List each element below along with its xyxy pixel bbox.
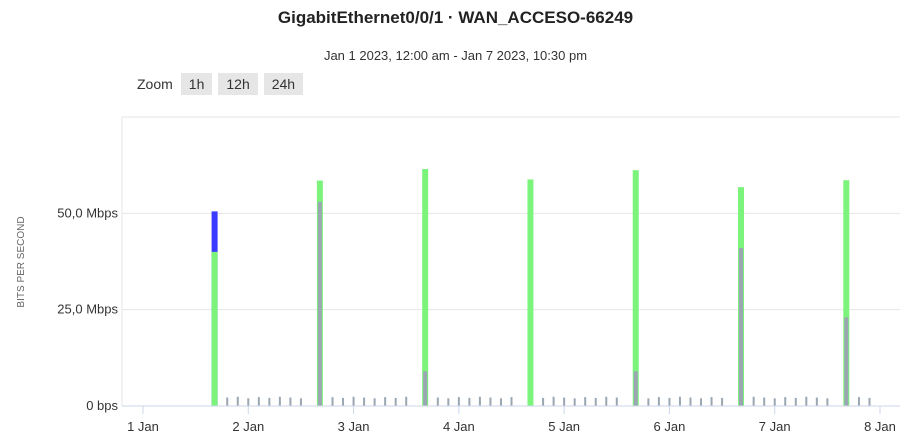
bar (394, 397, 397, 406)
grid-lines (121, 116, 900, 406)
bar (615, 397, 618, 406)
x-tick-label: 7 Jan (759, 419, 791, 434)
bar (563, 397, 566, 406)
y-tick-label: 25,0 Mbps (57, 302, 118, 317)
x-tick-label: 8 Jan (864, 419, 896, 434)
bar (844, 317, 849, 406)
bars (211, 169, 871, 406)
chart-subtitle: Jan 1 2023, 12:00 am - Jan 7 2023, 10:30… (323, 48, 588, 63)
y-tick-label: 50,0 Mbps (57, 205, 118, 220)
y-axis: 0 bps 25,0 Mbps 50,0 Mbps (57, 205, 118, 413)
bar (805, 396, 808, 406)
bar (710, 397, 713, 406)
zoom-12h-button[interactable]: 12h (218, 73, 258, 95)
bar (373, 398, 376, 406)
bar (657, 397, 660, 406)
bar (647, 398, 650, 406)
bar (384, 397, 387, 406)
bar (552, 396, 555, 406)
bar (405, 396, 408, 406)
x-tick-label: 1 Jan (127, 419, 159, 434)
x-tick-label: 5 Jan (548, 419, 580, 434)
bar (784, 397, 787, 406)
bar (489, 397, 492, 406)
bar (226, 397, 229, 406)
bar (317, 201, 322, 406)
bar (542, 397, 545, 406)
x-axis: 1 Jan 2 Jan 3 Jan 4 Jan 5 Jan 6 Jan 7 Jan 8 Jan (122, 405, 900, 434)
bar (352, 396, 355, 406)
bar (594, 397, 597, 406)
bar (278, 396, 281, 406)
bar (794, 397, 797, 406)
bar (331, 397, 334, 406)
y-axis-label: BITS PER SECOND (16, 216, 27, 307)
bar (739, 248, 744, 406)
bar (752, 396, 755, 406)
x-tick-label: 4 Jan (443, 419, 475, 434)
bar (527, 179, 534, 406)
x-tick-label: 2 Jan (232, 419, 264, 434)
bar (363, 397, 366, 406)
bar (268, 397, 271, 406)
bar (605, 396, 608, 406)
zoom-bar: Zoom 1h 12h 24h (137, 73, 309, 95)
bar (689, 397, 692, 406)
bar (633, 371, 638, 406)
bar (721, 397, 724, 406)
bar (342, 397, 345, 406)
bar (857, 397, 860, 406)
bar (257, 397, 260, 406)
bar (510, 397, 513, 406)
bar (236, 396, 239, 406)
bar (436, 397, 439, 406)
chart-title: GigabitEthernet0/0/1 · WAN_ACCESO-66249 (277, 8, 634, 27)
bar (584, 397, 587, 406)
y-tick-label: 0 bps (86, 398, 118, 413)
bar (868, 397, 871, 406)
bar (826, 398, 829, 406)
bar (447, 398, 450, 406)
bar (678, 396, 681, 406)
x-tick-label: 6 Jan (654, 419, 686, 434)
bar (632, 170, 639, 406)
x-tick-label: 3 Jan (338, 419, 370, 434)
bar (773, 398, 776, 406)
bar (700, 398, 703, 406)
bar (211, 251, 218, 406)
bar (299, 398, 302, 406)
bar (478, 396, 481, 406)
bar (423, 371, 428, 406)
bar (289, 397, 292, 406)
bar (573, 398, 576, 406)
bar (499, 398, 502, 406)
bar (468, 397, 471, 406)
bar (668, 397, 671, 406)
bar (815, 397, 818, 406)
zoom-1h-button[interactable]: 1h (180, 73, 213, 95)
bar (247, 398, 250, 406)
bar (422, 169, 429, 406)
zoom-label: Zoom (137, 76, 173, 92)
zoom-24h-button[interactable]: 24h (263, 73, 304, 95)
bar (843, 180, 850, 406)
bar (457, 397, 460, 406)
bar (763, 397, 766, 406)
